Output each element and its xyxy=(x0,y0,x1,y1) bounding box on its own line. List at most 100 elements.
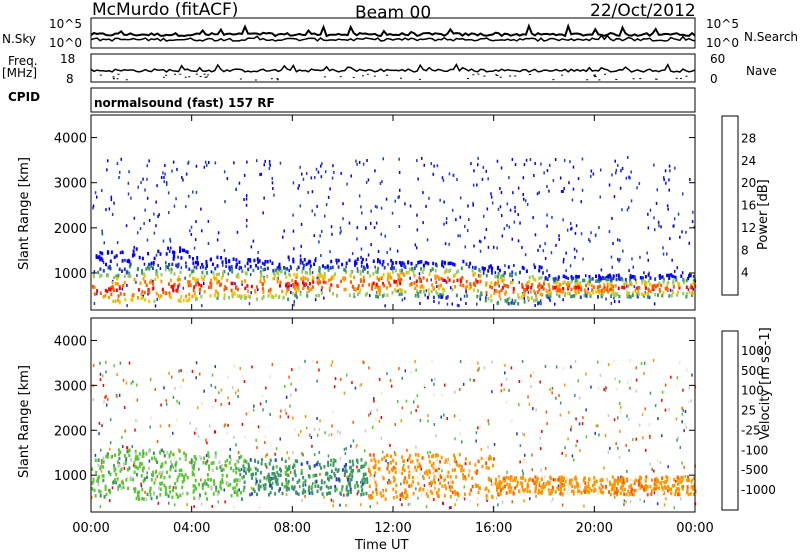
band-cell-2 xyxy=(408,467,411,471)
scatter-cell xyxy=(103,400,105,404)
power-cbar-tick-label: 4 xyxy=(741,266,749,280)
scatter-cell xyxy=(495,496,498,500)
scatter-cell xyxy=(361,211,363,215)
scatter-cell xyxy=(268,160,271,163)
scatter-cell xyxy=(480,240,482,244)
band-cell-2 xyxy=(404,496,407,501)
band-cell-3 xyxy=(575,481,578,485)
scatter-cell xyxy=(613,195,616,199)
band-cell-3 xyxy=(521,487,524,491)
scatter-cell xyxy=(156,440,159,443)
band-cell-0 xyxy=(137,495,140,499)
scatter-cell xyxy=(659,461,662,464)
scatter-cell xyxy=(567,277,569,280)
scatter-cell xyxy=(106,168,108,172)
scatter-cell xyxy=(137,185,139,189)
band-cell-0 xyxy=(127,258,130,263)
band-cell-6 xyxy=(547,291,550,295)
band-cell-1 xyxy=(143,298,146,302)
scatter-cell xyxy=(682,388,684,392)
scatter-cell xyxy=(413,400,415,404)
scatter-cell xyxy=(380,232,382,236)
band-cell-6 xyxy=(563,274,566,279)
band-cell-0 xyxy=(193,455,196,459)
band-cell-1 xyxy=(186,280,189,284)
band-cell-4 xyxy=(431,283,434,287)
scatter-cell xyxy=(562,260,565,264)
band-cell-1 xyxy=(258,487,261,492)
scatter-cell xyxy=(176,399,178,403)
band-cell-0 xyxy=(156,460,159,464)
scatter-cell xyxy=(653,216,655,220)
band-cell-3 xyxy=(609,482,612,486)
band-cell-0 xyxy=(136,466,139,471)
scatter-cell xyxy=(264,435,267,438)
scatter-cell xyxy=(661,398,663,402)
band-cell-6 xyxy=(672,290,675,294)
band-cell-0 xyxy=(92,477,95,482)
band-cell-3 xyxy=(681,478,684,482)
band-cell-1 xyxy=(256,468,259,472)
velocity-ytick-label: 2000 xyxy=(54,424,87,439)
scatter-cell xyxy=(324,431,326,435)
band-cell-0 xyxy=(179,493,182,498)
band-cell-4 xyxy=(447,261,450,266)
scatter-cell xyxy=(511,500,513,504)
band-cell-2 xyxy=(232,257,235,261)
scatter-cell xyxy=(684,410,687,413)
band-cell-0 xyxy=(198,482,201,487)
scatter-cell xyxy=(149,377,152,381)
scatter-cell xyxy=(491,360,493,364)
band-cell-2 xyxy=(230,264,233,269)
band-cell-1 xyxy=(287,487,290,491)
scatter-cell xyxy=(627,417,630,421)
band-cell-0 xyxy=(235,470,238,475)
band-cell-1 xyxy=(147,251,150,256)
scatter-cell xyxy=(487,245,490,249)
band-cell-1 xyxy=(366,480,369,484)
band-cell-1 xyxy=(247,462,250,467)
band-cell-2 xyxy=(445,458,448,462)
band-cell-4 xyxy=(395,289,398,294)
band-cell-0 xyxy=(171,463,173,467)
scatter-cell xyxy=(619,429,621,433)
band-cell-3 xyxy=(570,478,573,482)
band-cell-1 xyxy=(287,479,290,484)
scatter-cell xyxy=(496,246,498,250)
scatter-cell xyxy=(266,453,268,457)
scatter-cell xyxy=(485,169,487,173)
band-cell-1 xyxy=(171,262,174,267)
band-cell-2 xyxy=(224,257,227,261)
band-cell-3 xyxy=(676,475,679,479)
band-cell-1 xyxy=(308,464,311,469)
band-cell-0 xyxy=(155,495,158,499)
band-cell-2 xyxy=(433,478,435,483)
band-cell-0 xyxy=(121,269,123,273)
band-cell-4 xyxy=(435,290,438,294)
band-cell-1 xyxy=(334,488,337,493)
band-cell-3 xyxy=(374,269,377,274)
band-cell-3 xyxy=(601,485,604,489)
band-cell-2 xyxy=(408,456,411,461)
scatter-cell xyxy=(685,230,687,234)
scatter-cell xyxy=(514,163,517,167)
scatter-cell xyxy=(368,413,370,417)
scatter-cell xyxy=(473,244,475,248)
band-cell-0 xyxy=(151,470,154,475)
scatter-cell xyxy=(667,207,669,211)
scatter-cell xyxy=(431,378,433,382)
scatter-cell xyxy=(459,432,462,436)
scatter-cell xyxy=(434,486,436,490)
scatter-cell xyxy=(282,235,284,239)
scatter-cell xyxy=(681,420,683,424)
band-cell-0 xyxy=(240,497,243,501)
band-cell-1 xyxy=(329,491,332,495)
scatter-cell xyxy=(464,245,466,249)
scatter-cell xyxy=(370,409,372,413)
band-cell-5 xyxy=(531,283,534,287)
band-cell-1 xyxy=(261,458,263,462)
band-cell-3 xyxy=(571,489,574,494)
band-cell-4 xyxy=(457,269,460,273)
band-cell-1 xyxy=(349,466,352,470)
scatter-cell xyxy=(356,162,358,166)
